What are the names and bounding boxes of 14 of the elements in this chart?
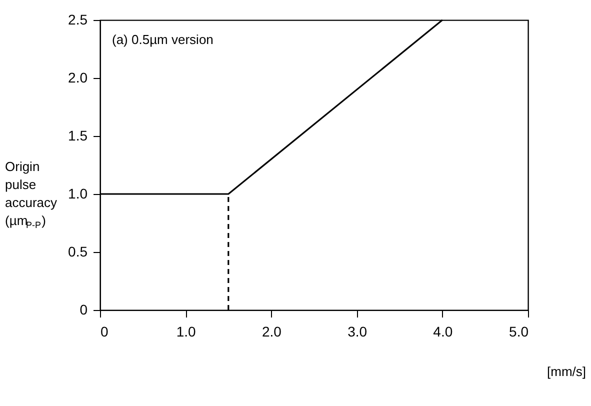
- x-tick-label: 0: [100, 324, 108, 340]
- x-axis-title: [mm/s]: [547, 364, 586, 379]
- x-tick-label: 3.0: [348, 324, 368, 340]
- x-tick-label: 5.0: [509, 324, 529, 340]
- y-tick-label: 0.5: [68, 244, 88, 260]
- x-tick-label: 2.0: [262, 324, 282, 340]
- y-tick-label: 2.0: [68, 70, 88, 86]
- annotation: (a) 0.5µm version: [112, 32, 214, 47]
- x-tick-label: 1.0: [176, 324, 196, 340]
- y-tick-label: 2.5: [68, 12, 88, 28]
- y-tick-label: 1.0: [68, 186, 88, 202]
- y-tick-label: 0: [80, 302, 88, 318]
- x-tick-label: 4.0: [433, 324, 453, 340]
- y-tick-label: 1.5: [68, 128, 88, 144]
